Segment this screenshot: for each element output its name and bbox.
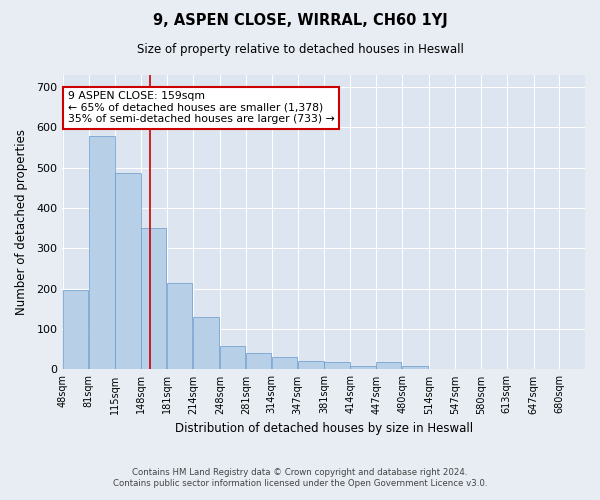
Bar — [142, 228, 166, 370]
Bar — [325, 362, 350, 370]
Y-axis label: Number of detached properties: Number of detached properties — [15, 129, 28, 315]
Bar — [272, 358, 297, 370]
Bar — [63, 290, 88, 370]
Bar — [220, 346, 245, 370]
X-axis label: Distribution of detached houses by size in Heswall: Distribution of detached houses by size … — [175, 422, 473, 435]
Bar — [167, 282, 193, 370]
Bar — [376, 362, 401, 370]
Bar — [115, 173, 140, 370]
Text: Size of property relative to detached houses in Heswall: Size of property relative to detached ho… — [137, 42, 463, 56]
Bar — [350, 366, 376, 370]
Text: 9 ASPEN CLOSE: 159sqm
← 65% of detached houses are smaller (1,378)
35% of semi-d: 9 ASPEN CLOSE: 159sqm ← 65% of detached … — [68, 91, 335, 124]
Text: 9, ASPEN CLOSE, WIRRAL, CH60 1YJ: 9, ASPEN CLOSE, WIRRAL, CH60 1YJ — [152, 12, 448, 28]
Bar — [89, 136, 115, 370]
Bar — [246, 354, 271, 370]
Text: Contains HM Land Registry data © Crown copyright and database right 2024.
Contai: Contains HM Land Registry data © Crown c… — [113, 468, 487, 487]
Bar — [402, 366, 428, 370]
Bar — [193, 317, 219, 370]
Bar — [298, 360, 323, 370]
